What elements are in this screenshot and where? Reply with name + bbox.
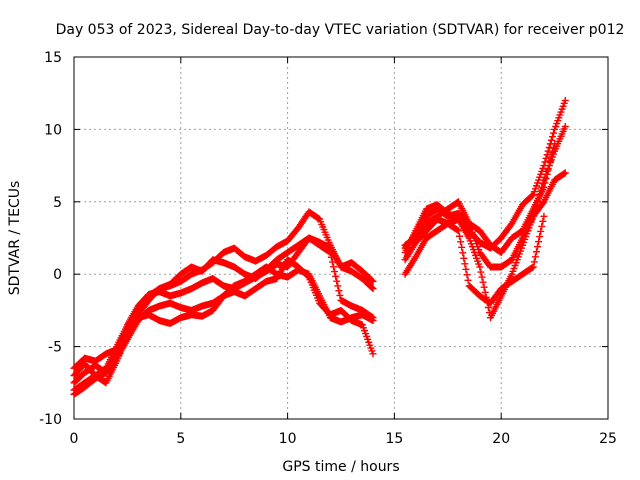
- data-point: [368, 284, 376, 292]
- data-series: [401, 140, 559, 256]
- data-point: [478, 273, 486, 281]
- y-tick-label: 15: [44, 50, 62, 66]
- data-series: [70, 234, 377, 372]
- data-point: [540, 212, 548, 220]
- data-point: [548, 149, 556, 157]
- data-point: [530, 258, 538, 266]
- data-point: [453, 226, 461, 234]
- data-point: [479, 278, 487, 286]
- data-series: [401, 212, 548, 307]
- data-point: [477, 268, 485, 276]
- data-point: [463, 271, 471, 279]
- data-point: [542, 154, 550, 162]
- y-tick-label: 10: [44, 122, 62, 138]
- data-point: [368, 276, 376, 284]
- data-point: [481, 288, 489, 296]
- data-point: [541, 179, 549, 187]
- axis-ticks: 0 5 10 15 20 25 -10 -5 0 5 10 15: [39, 50, 617, 447]
- data-point: [545, 162, 553, 170]
- chart-title: Day 053 of 2023, Sidereal Day-to-day VTE…: [56, 22, 625, 38]
- data-point: [547, 153, 555, 161]
- data-point: [534, 243, 542, 251]
- plot-frame: [73, 56, 609, 420]
- data-point: [529, 263, 537, 271]
- grid-lines: [74, 57, 608, 419]
- y-tick-label: -5: [48, 340, 62, 356]
- data-point: [480, 283, 488, 291]
- data-point: [336, 291, 344, 299]
- data-point: [330, 263, 338, 271]
- data-series: [70, 208, 377, 398]
- data-point: [369, 350, 377, 358]
- data-point: [369, 277, 377, 285]
- data-point: [550, 144, 558, 152]
- data-point: [539, 217, 547, 225]
- data-point: [460, 254, 468, 262]
- x-tick-label: 25: [599, 431, 617, 447]
- data-point: [544, 147, 552, 155]
- data-point: [536, 233, 544, 241]
- data-point: [476, 263, 484, 271]
- y-tick-label: 5: [53, 195, 62, 211]
- data-point: [457, 238, 465, 246]
- x-tick-label: 10: [279, 431, 297, 447]
- data-point: [334, 282, 342, 290]
- data-point: [331, 268, 339, 276]
- y-axis-label: SDTVAR / TECUs: [7, 181, 23, 296]
- data-series: [70, 263, 377, 387]
- data-point: [548, 133, 556, 141]
- data-point: [551, 140, 559, 148]
- x-tick-label: 0: [70, 431, 79, 447]
- x-axis-label: GPS time / hours: [282, 459, 399, 475]
- data-series: [70, 256, 377, 387]
- data-point: [335, 287, 343, 295]
- data-point: [531, 253, 539, 261]
- data-point: [543, 170, 551, 178]
- data-point: [456, 232, 464, 240]
- data-point: [369, 317, 377, 325]
- data-point: [539, 199, 547, 207]
- x-tick-label: 15: [385, 431, 403, 447]
- data-point: [541, 158, 549, 166]
- data-point: [532, 248, 540, 256]
- data-point: [535, 238, 543, 246]
- data-point: [538, 222, 546, 230]
- data-point: [544, 166, 552, 174]
- data-point: [369, 285, 377, 293]
- data-point: [561, 96, 569, 104]
- data-point: [458, 243, 466, 251]
- data-point: [454, 227, 462, 235]
- data-point: [561, 169, 569, 177]
- data-point: [462, 265, 470, 273]
- data-point: [537, 227, 545, 235]
- data-point: [547, 136, 555, 144]
- data-point: [328, 258, 336, 266]
- data-point: [459, 249, 467, 257]
- data-point: [540, 183, 548, 191]
- data-point: [461, 260, 469, 268]
- data-point: [545, 144, 553, 151]
- data-points: [70, 96, 569, 398]
- data-point: [528, 192, 536, 200]
- y-tick-label: 0: [53, 267, 62, 283]
- data-point: [542, 175, 550, 183]
- data-point: [546, 157, 554, 165]
- x-tick-label: 5: [176, 431, 185, 447]
- y-tick-label: -10: [39, 412, 62, 428]
- data-point: [332, 272, 340, 280]
- data-point: [550, 129, 558, 137]
- data-point: [464, 276, 472, 284]
- data-point: [333, 277, 341, 285]
- x-tick-label: 20: [492, 431, 510, 447]
- data-point: [560, 170, 568, 178]
- data-point: [561, 123, 569, 131]
- data-point: [543, 151, 551, 159]
- data-point: [528, 264, 536, 272]
